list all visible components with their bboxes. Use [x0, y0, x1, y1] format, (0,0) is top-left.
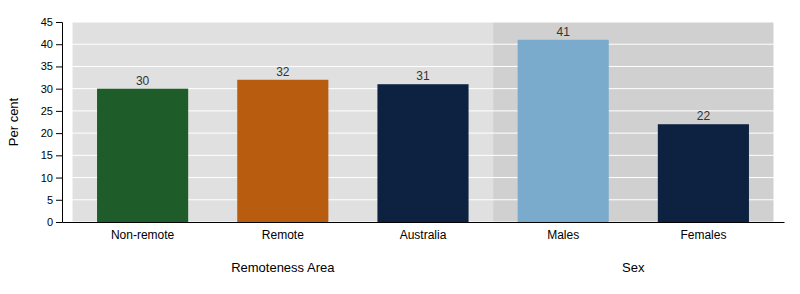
grid-line — [62, 44, 784, 45]
y-tick-label: 10 — [41, 172, 53, 184]
data-label: 32 — [276, 65, 290, 79]
x-axis-line — [63, 222, 785, 223]
data-label: 30 — [136, 74, 150, 88]
y-tick-mark — [56, 89, 62, 90]
y-tick-label: 5 — [47, 194, 53, 206]
bar — [377, 84, 468, 222]
x-axis: Non-remote Remote Australia Males Females — [63, 222, 785, 242]
y-tick-label: 15 — [41, 149, 53, 161]
plot: 30 32 31 41 22 Non-remote Remote Australia Males… — [41, 16, 785, 275]
y-tick-mark — [56, 222, 62, 223]
x-tick: Australia — [400, 222, 447, 242]
grid — [62, 22, 784, 222]
group-shading — [73, 22, 774, 222]
y-tick-mark — [56, 111, 62, 112]
y-tick: 30 — [41, 83, 62, 95]
grid-line — [62, 66, 784, 67]
y-tick: 5 — [47, 194, 62, 206]
bars — [97, 40, 749, 222]
group-band — [493, 22, 773, 222]
x-tick-label: Females — [680, 228, 726, 242]
y-tick: 40 — [41, 38, 62, 50]
data-label: 22 — [697, 109, 711, 123]
x-tick: Remote — [262, 222, 304, 242]
y-tick-mark — [56, 155, 62, 156]
y-tick: 0 — [47, 216, 62, 228]
x-tick: Non-remote — [111, 222, 175, 242]
y-tick-mark — [56, 66, 62, 67]
y-tick: 15 — [41, 149, 62, 161]
y-tick-mark — [56, 133, 62, 134]
y-tick: 20 — [41, 127, 62, 139]
x-tick-label: Remote — [262, 228, 304, 242]
data-label: 41 — [557, 25, 571, 39]
y-tick-label: 20 — [41, 127, 53, 139]
y-tick: 45 — [41, 16, 62, 28]
y-axis-line — [56, 23, 63, 223]
y-tick-label: 40 — [41, 38, 53, 50]
grid-line — [62, 22, 784, 23]
group-label: Sex — [622, 260, 645, 275]
y-tick-label: 0 — [47, 216, 53, 228]
y-tick: 10 — [41, 172, 62, 184]
y-axis-title: Per cent — [6, 97, 21, 146]
x-tick-label: Non-remote — [111, 228, 175, 242]
bar — [237, 80, 328, 222]
y-tick-label: 45 — [41, 16, 53, 28]
y-tick-mark — [56, 22, 62, 23]
group-labels: Remoteness Area Sex — [231, 260, 645, 275]
y-tick-label: 35 — [41, 60, 53, 72]
y-tick-mark — [56, 200, 62, 201]
bar — [518, 40, 609, 222]
x-tick: Females — [680, 222, 726, 242]
data-label: 31 — [416, 69, 430, 83]
bar — [658, 124, 749, 222]
y-tick: 35 — [41, 60, 62, 72]
group-label: Remoteness Area — [231, 260, 335, 275]
group-band — [73, 22, 494, 222]
chart: 30 32 31 41 22 Non-remote Remote Australia Males… — [0, 0, 800, 294]
x-tick-label: Males — [547, 228, 579, 242]
bar — [97, 89, 188, 222]
y-axis: 0 5 10 15 20 25 30 35 40 45 — [41, 16, 63, 228]
y-tick-mark — [56, 44, 62, 45]
x-tick: Males — [547, 222, 579, 242]
y-tick-mark — [56, 178, 62, 179]
data-labels: 30 32 31 41 22 — [136, 25, 710, 123]
y-tick-label: 30 — [41, 83, 53, 95]
y-tick-label: 25 — [41, 105, 53, 117]
y-tick: 25 — [41, 105, 62, 117]
x-tick-label: Australia — [400, 228, 447, 242]
